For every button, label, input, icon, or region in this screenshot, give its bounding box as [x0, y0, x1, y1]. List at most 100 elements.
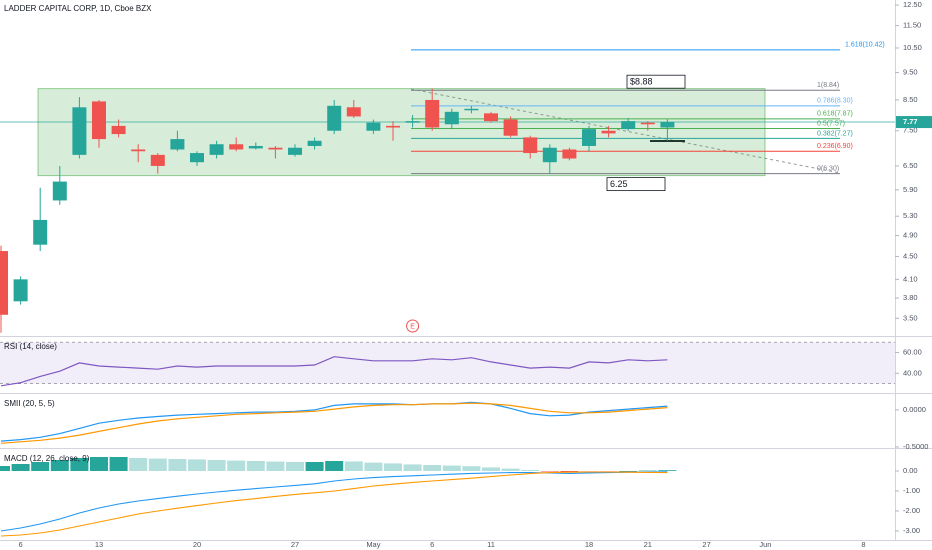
histogram-bar [423, 465, 442, 471]
candle-body [33, 219, 48, 245]
x-tick-label: 6 [430, 540, 434, 549]
current-price-tag [896, 116, 932, 129]
candle-body [582, 129, 596, 146]
y-tick-label: 9.50 [903, 68, 918, 77]
candle-body [346, 107, 361, 117]
histogram-bar [619, 471, 638, 472]
indicator-line [0, 471, 668, 532]
histogram-bar [540, 471, 559, 472]
candle-body [562, 149, 577, 159]
histogram-bar [403, 464, 422, 471]
x-tick-label: 13 [95, 540, 103, 549]
price-note: $8.88 [630, 77, 653, 87]
histogram-bar [188, 459, 206, 471]
x-tick-label: 21 [644, 540, 652, 549]
candle-body [640, 122, 655, 125]
histogram-bar [501, 468, 520, 471]
histogram-bar [658, 470, 677, 471]
y-tick-label: 5.90 [903, 185, 918, 194]
x-tick-label: 18 [585, 540, 593, 549]
candle-body [209, 144, 224, 155]
candle-body [190, 153, 204, 163]
candle-body [601, 130, 616, 134]
candle-body [13, 279, 28, 302]
fib-label: 0.236(6.90) [817, 143, 853, 150]
y-tick-label: 40.00 [903, 368, 922, 377]
histogram-bar [129, 458, 148, 471]
y-tick-label: -1.00 [903, 486, 920, 495]
earnings-marker [406, 319, 420, 333]
candle-body [131, 149, 146, 152]
y-tick-label: 60.00 [903, 348, 922, 357]
earnings-label: E [410, 323, 415, 330]
y-tick-label: 6.50 [903, 161, 918, 170]
candle-body [503, 119, 518, 136]
y-tick-label: 11.50 [903, 21, 921, 30]
fib-label: 1.618(10.42) [845, 42, 885, 49]
histogram-bar [11, 464, 30, 471]
histogram-bar [462, 466, 481, 471]
histogram-bar [148, 458, 167, 471]
candle-body [660, 122, 675, 128]
candle-body [542, 147, 557, 163]
candle-body [444, 111, 459, 125]
y-tick-label: 3.80 [903, 293, 918, 302]
y-tick-label: -2.00 [903, 506, 920, 515]
histogram-bar [70, 458, 89, 471]
price-note: 6.25 [610, 179, 628, 189]
y-tick-label: 12.50 [903, 0, 922, 9]
candle-body [621, 121, 636, 130]
x-tick-label: 27 [291, 540, 299, 549]
rsi-band [0, 342, 895, 384]
x-tick-label: 11 [487, 540, 495, 549]
pane-title: LADDER CAPITAL CORP, 1D, Cboe BZX [4, 4, 152, 13]
candle-body [405, 121, 420, 123]
histogram-bar [31, 462, 50, 471]
trend-line [410, 88, 841, 174]
fib-label: 0.786(8.30) [817, 98, 853, 105]
candle-body [523, 137, 538, 154]
price-note-box [606, 177, 666, 192]
x-tick-label: Jun [759, 540, 771, 549]
x-tick-label: 20 [193, 540, 201, 549]
histogram-bar [246, 461, 265, 471]
candle-body [327, 105, 342, 131]
candle-body [248, 145, 263, 149]
histogram-bar [0, 466, 10, 471]
fib-label: 0.618(7.87) [817, 111, 853, 118]
y-tick-label: -3.00 [903, 526, 920, 535]
x-tick-label: 8 [861, 540, 865, 549]
candle-body [484, 113, 498, 122]
histogram-bar [266, 461, 285, 471]
candle-body [0, 251, 8, 315]
indicator-line [0, 356, 668, 387]
price-note-box [626, 74, 686, 89]
candle-body [92, 101, 106, 140]
y-tick-label: -0.5000 [903, 442, 928, 451]
y-tick-label: 4.90 [903, 230, 918, 239]
y-tick-label: 4.10 [903, 274, 918, 283]
histogram-bar [90, 457, 108, 471]
pane-title: SMII (20, 5, 5) [4, 399, 55, 408]
histogram-bar [50, 460, 69, 471]
y-tick-label: 5.30 [903, 211, 918, 220]
candle-body [425, 99, 440, 128]
candle-body [170, 139, 185, 150]
current-price-label: 7.77 [903, 117, 918, 126]
candle-body [229, 144, 244, 150]
histogram-bar [227, 460, 246, 471]
y-tick-label: 0.00 [903, 466, 918, 475]
candle-body [150, 154, 165, 166]
histogram-bar [442, 465, 461, 471]
candle-body [307, 140, 322, 146]
fib-label: 0(6.30) [817, 165, 839, 172]
candle-body [366, 122, 381, 131]
histogram-bar [384, 463, 402, 471]
y-tick-label: 10.50 [903, 43, 922, 52]
histogram-bar [207, 460, 226, 471]
histogram-bar [364, 462, 383, 471]
histogram-bar [599, 471, 618, 472]
pane-title: RSI (14, close) [4, 342, 57, 351]
zone-box [37, 88, 766, 177]
y-tick-label: 0.0000 [903, 405, 926, 414]
